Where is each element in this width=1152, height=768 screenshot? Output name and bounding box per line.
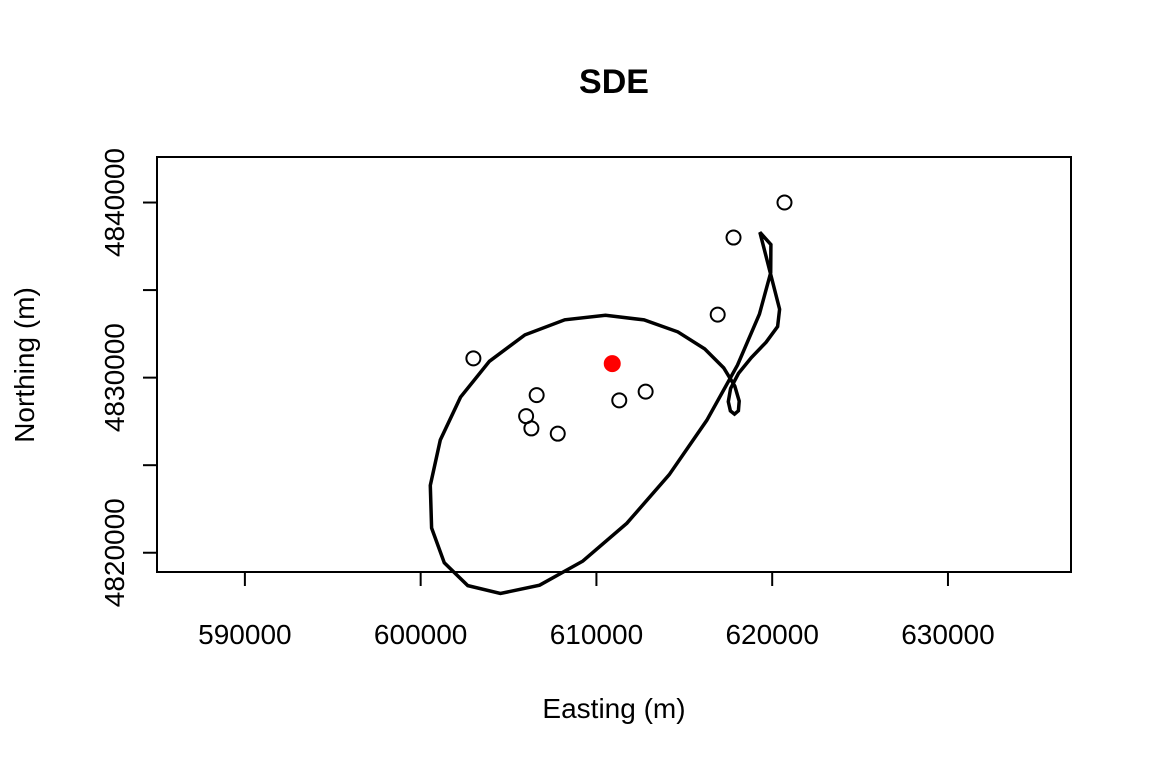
x-axis: 590000 600000 610000 620000 630000 bbox=[198, 572, 995, 650]
x-tick-label-1: 600000 bbox=[374, 619, 467, 650]
x-tick-label-3: 620000 bbox=[725, 619, 818, 650]
plot-frame bbox=[156, 156, 1072, 573]
x-tick-label-0: 590000 bbox=[198, 619, 291, 650]
data-point-3 bbox=[528, 387, 545, 404]
data-point-9 bbox=[776, 194, 793, 211]
x-tick-label-4: 630000 bbox=[901, 619, 994, 650]
x-axis-label: Easting (m) bbox=[542, 693, 685, 724]
data-point-7 bbox=[709, 306, 726, 323]
y-axis-label: Northing (m) bbox=[9, 287, 40, 443]
data-point-5 bbox=[611, 392, 628, 409]
chart-title: SDE bbox=[579, 63, 649, 101]
data-point-0 bbox=[465, 350, 482, 367]
y-tick-label-2: 4830000 bbox=[99, 323, 130, 432]
mean-center-point bbox=[603, 355, 621, 373]
x-tick-label-2: 610000 bbox=[550, 619, 643, 650]
data-point-4 bbox=[549, 425, 566, 442]
data-point-8 bbox=[725, 229, 742, 246]
data-point-6 bbox=[637, 383, 654, 400]
y-tick-label-0: 4820000 bbox=[99, 498, 130, 607]
points-layer bbox=[465, 194, 793, 442]
y-tick-label-4: 4840000 bbox=[99, 148, 130, 257]
data-point-2 bbox=[523, 420, 540, 437]
sde-ellipse bbox=[428, 231, 782, 596]
y-axis: 4820000 4830000 4840000 bbox=[99, 148, 157, 607]
